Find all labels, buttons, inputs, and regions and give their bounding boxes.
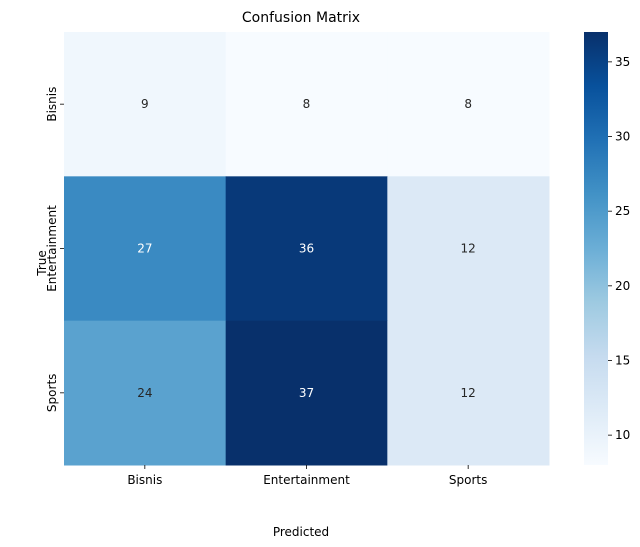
cell-value-label: 9 <box>141 97 149 111</box>
y-axis-label: True <box>35 250 49 277</box>
heatmap-cell <box>64 320 227 466</box>
x-axis-label: Predicted <box>273 525 329 539</box>
heatmap-cell <box>225 176 388 322</box>
cell-value-label: 36 <box>299 242 314 256</box>
y-tick-label: Bisnis <box>45 87 59 122</box>
heatmap-cell <box>64 176 227 322</box>
colorbar-tick-label: 25 <box>615 204 630 218</box>
x-axis: Bisnis Entertainment Sports <box>127 465 487 487</box>
colorbar-tick-label: 30 <box>615 130 630 144</box>
heatmap-cell <box>387 176 550 322</box>
x-tick-label: Entertainment <box>263 473 350 487</box>
heatmap-cells: 9 8 8 27 36 12 24 37 12 <box>64 32 550 466</box>
heatmap-cell <box>225 32 388 177</box>
heatmap-cell <box>64 32 227 177</box>
cell-value-label: 8 <box>303 97 311 111</box>
colorbar-tick-label: 20 <box>615 279 630 293</box>
cell-value-label: 37 <box>299 386 314 400</box>
heatmap-cell <box>387 32 550 177</box>
colorbar-tick-label: 15 <box>615 353 630 367</box>
colorbar-tick-label: 10 <box>615 428 630 442</box>
x-tick-label: Bisnis <box>127 473 162 487</box>
heatmap-cell <box>225 320 388 466</box>
x-tick-label: Sports <box>449 473 487 487</box>
cell-value-label: 27 <box>137 242 152 256</box>
y-axis: Bisnis Entertainment Sports <box>45 87 64 412</box>
y-tick-label: Sports <box>45 374 59 412</box>
colorbar: 10 15 20 25 30 35 <box>584 32 630 465</box>
heatmap-cell <box>387 320 550 466</box>
colorbar-gradient <box>584 32 608 465</box>
cell-value-label: 8 <box>464 97 472 111</box>
cell-value-label: 24 <box>137 386 152 400</box>
cell-value-label: 12 <box>461 386 476 400</box>
colorbar-tick-label: 35 <box>615 55 630 69</box>
chart-title: Confusion Matrix <box>242 10 360 26</box>
cell-value-label: 12 <box>461 242 476 256</box>
y-tick-label: Entertainment <box>45 205 59 292</box>
